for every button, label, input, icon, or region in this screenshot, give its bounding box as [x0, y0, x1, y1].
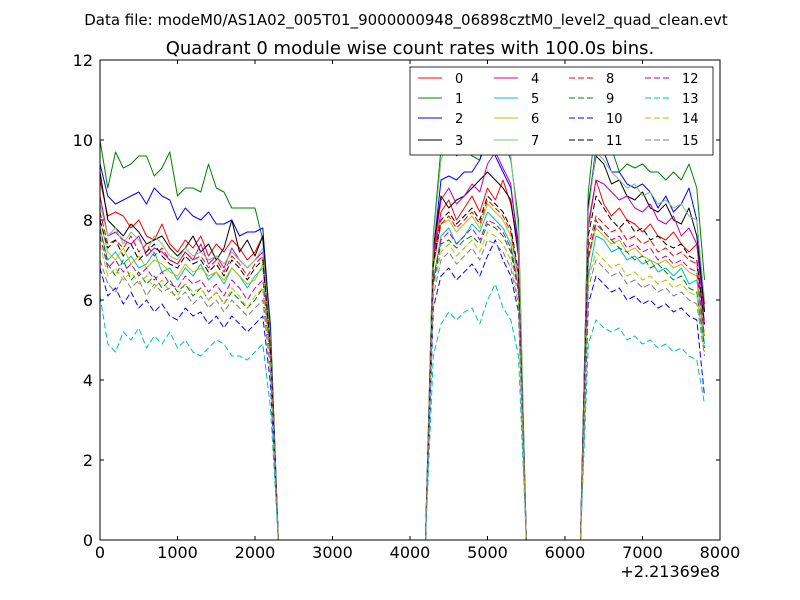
chart-title: Quadrant 0 module wise count rates with …: [166, 38, 655, 59]
series-line-9: [100, 219, 705, 540]
x-tick-label: 4000: [390, 543, 431, 562]
series-line-5: [100, 211, 705, 540]
x-tick-label: 1000: [157, 543, 198, 562]
legend-label-7: 7: [531, 134, 539, 149]
series-line-14: [100, 231, 705, 540]
x-tick-label: 2000: [235, 543, 276, 562]
y-tick-label: 0: [83, 531, 93, 550]
series-line-4: [100, 151, 705, 540]
legend-box: [409, 66, 714, 156]
series-line-13: [100, 283, 705, 540]
x-tick-label: 7000: [622, 543, 663, 562]
legend-label-6: 6: [531, 112, 539, 127]
y-tick-label: 4: [83, 371, 93, 390]
legend-label-15: 15: [682, 134, 699, 149]
series-line-7: [100, 99, 705, 540]
series-line-0: [100, 179, 705, 540]
legend-label-3: 3: [455, 134, 463, 149]
legend-label-1: 1: [455, 92, 463, 107]
legend-label-4: 4: [531, 72, 539, 87]
y-tick-label: 8: [83, 211, 93, 230]
legend-label-0: 0: [455, 72, 463, 87]
axis-ticks: 0 1000 2000 3000 4000 5000 6000 7000 80000246810…: [73, 51, 741, 562]
x-tick-label: 6000: [545, 543, 586, 562]
y-tick-label: 6: [83, 291, 93, 310]
series-line-15: [100, 239, 705, 540]
plot-frame: [99, 59, 721, 541]
series-line-10: [100, 239, 705, 540]
series-layer: [100, 99, 705, 540]
legend-label-8: 8: [606, 72, 614, 87]
legend-label-2: 2: [455, 112, 463, 127]
x-offset-label: +2.21369e8: [620, 562, 720, 581]
legend-label-9: 9: [606, 92, 614, 107]
series-line-11: [100, 195, 705, 540]
series-line-6: [100, 203, 705, 540]
legend-label-11: 11: [606, 134, 623, 149]
legend-label-13: 13: [682, 92, 699, 107]
legend-label-10: 10: [606, 112, 623, 127]
x-tick-label: 5000: [467, 543, 508, 562]
x-tick-label: 0: [95, 543, 105, 562]
y-tick-label: 2: [83, 451, 93, 470]
legend-label-14: 14: [682, 112, 699, 127]
chart-suptitle: Data file: modeM0/AS1A02_005T01_90000009…: [84, 11, 728, 30]
legend-label-12: 12: [682, 72, 699, 87]
legend-label-5: 5: [531, 92, 539, 107]
y-tick-label: 12: [73, 51, 93, 70]
x-tick-label: 3000: [312, 543, 353, 562]
x-tick-label: 8000: [700, 543, 741, 562]
y-tick-label: 10: [73, 131, 93, 150]
